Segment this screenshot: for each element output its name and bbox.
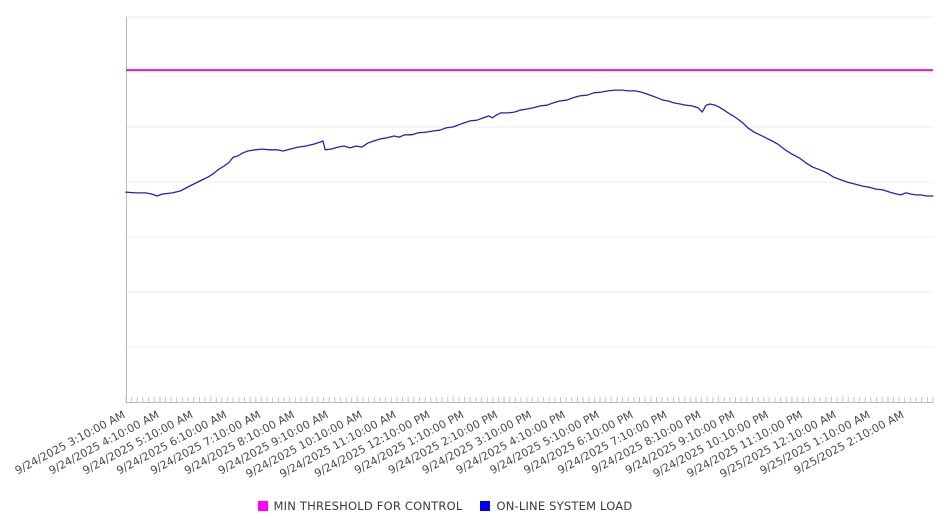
online-system-load-line <box>125 89 934 197</box>
threshold-legend-label: MIN THRESHOLD FOR CONTROL <box>273 499 463 513</box>
load-legend-label: ON-LINE SYSTEM LOAD <box>496 499 633 513</box>
legend-item-online-system-load: ON-LINE SYSTEM LOAD <box>480 499 632 513</box>
x-axis-minor-ticks <box>125 397 934 402</box>
legend-item-min-threshold: MIN THRESHOLD FOR CONTROL <box>257 499 463 513</box>
load-legend-swatch-icon <box>480 501 491 511</box>
threshold-legend-swatch-icon <box>257 501 268 511</box>
chart-legend: MIN THRESHOLD FOR CONTROL ON-LINE SYSTEM… <box>0 499 918 513</box>
